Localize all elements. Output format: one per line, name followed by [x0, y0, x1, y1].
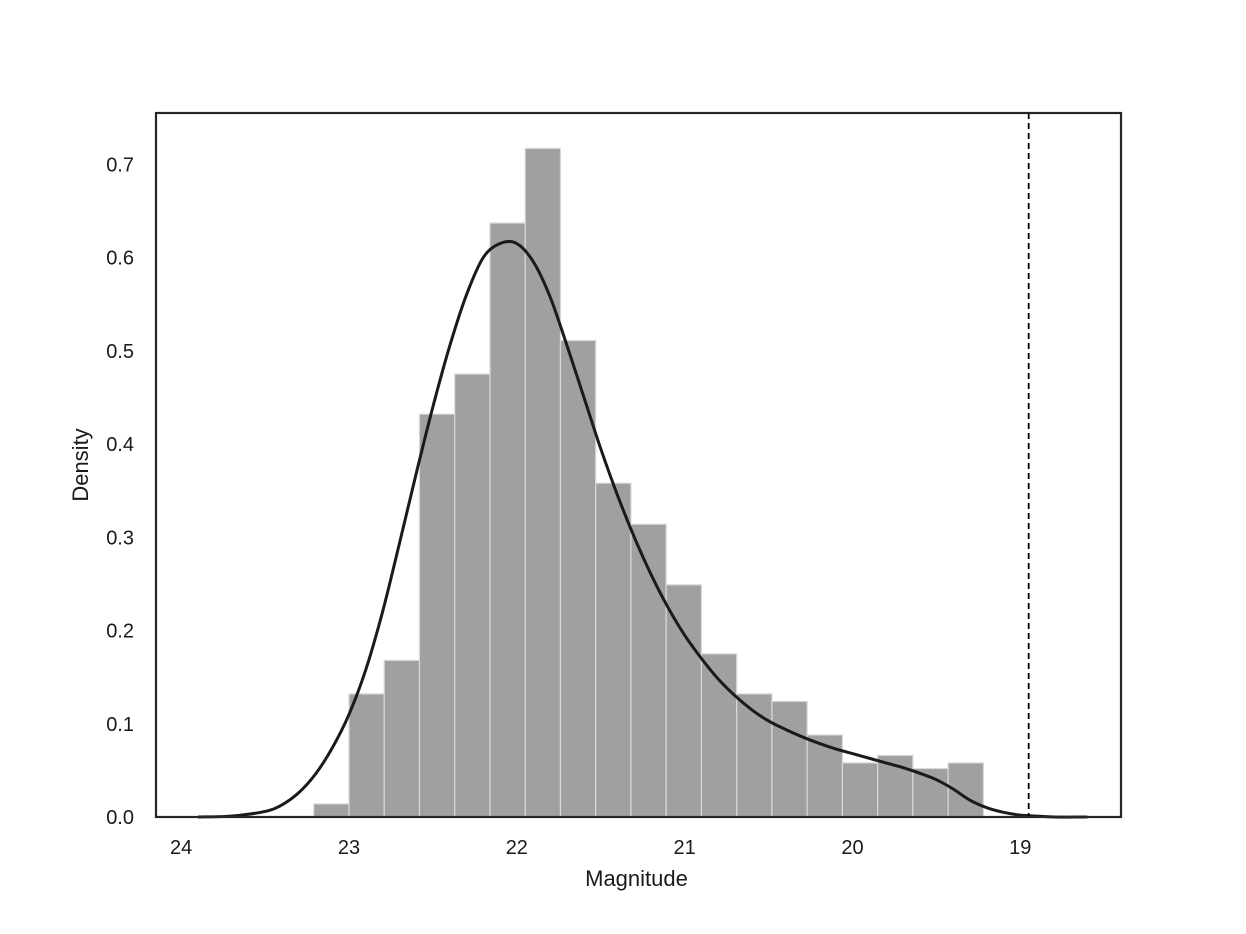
x-tick-label: 21	[674, 837, 696, 859]
y-tick-label: 0.5	[106, 341, 134, 363]
y-axis-ticks: 0.0 0.1 0.2 0.3 0.4 0.5 0.6 0.7	[106, 154, 134, 829]
x-tick-label: 24	[170, 837, 192, 859]
histogram-bar	[559, 339, 597, 818]
histogram-bar	[454, 373, 491, 818]
histogram-bar	[630, 523, 667, 818]
histogram-bar	[736, 693, 773, 818]
y-tick-label: 0.4	[106, 434, 134, 456]
x-tick-label: 23	[338, 837, 360, 859]
histogram-bar	[313, 803, 350, 818]
x-tick-label: 19	[1009, 837, 1031, 859]
histogram-bar	[806, 734, 844, 818]
x-tick-label: 20	[841, 837, 863, 859]
plot-frame	[154, 111, 1123, 819]
y-tick-label: 0.0	[106, 807, 134, 829]
y-tick-label: 0.3	[106, 527, 134, 549]
histogram-bar	[771, 700, 808, 818]
histogram-bar	[383, 659, 421, 818]
y-tick-label: 0.1	[106, 714, 134, 736]
histogram-bar	[595, 482, 632, 818]
histogram-bar	[418, 413, 456, 818]
x-axis-ticks: 24 23 22 21 20 19	[170, 837, 1031, 859]
histogram-bar	[665, 584, 703, 818]
histogram-bar	[348, 693, 385, 818]
histogram-bar	[524, 147, 562, 818]
y-axis-label: Density	[68, 428, 93, 501]
kde-curve-group	[197, 240, 1088, 819]
y-tick-label: 0.2	[106, 621, 134, 643]
histogram-bar	[489, 222, 526, 818]
y-tick-label: 0.7	[106, 154, 134, 176]
histogram-bars	[313, 147, 984, 818]
y-tick-label: 0.6	[106, 248, 134, 270]
histogram-bar	[841, 762, 879, 818]
kde-curve	[197, 240, 1088, 819]
x-tick-label: 22	[506, 837, 528, 859]
x-axis-label: Magnitude	[585, 866, 688, 891]
